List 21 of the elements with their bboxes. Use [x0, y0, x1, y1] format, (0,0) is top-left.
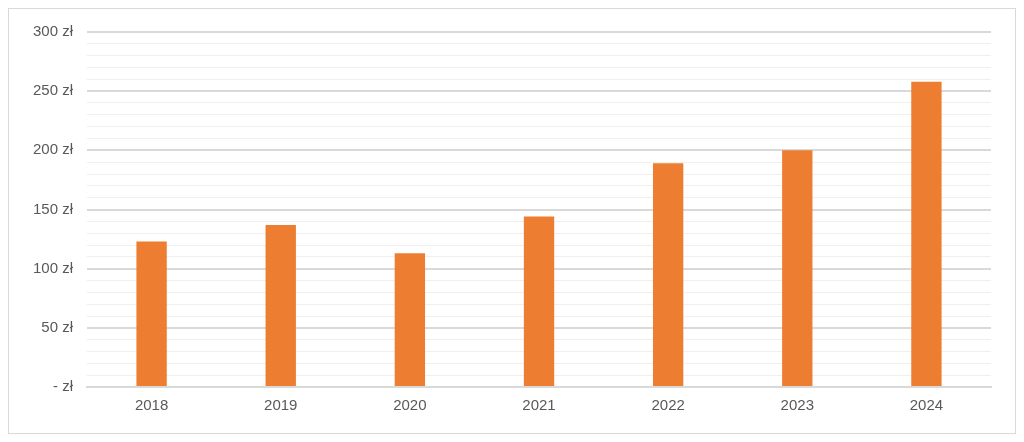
- x-tick-label: 2023: [780, 396, 814, 414]
- y-tick-label: 50 zł: [41, 317, 74, 335]
- x-tick-label: 2020: [393, 396, 427, 414]
- x-tick-label: 2024: [909, 396, 944, 414]
- bar: [911, 81, 942, 386]
- y-tick-label: 300 zł: [33, 22, 74, 40]
- y-tick-label: 250 zł: [33, 81, 74, 99]
- y-tick-label: 150 zł: [33, 199, 74, 217]
- bar: [265, 224, 296, 386]
- x-tick-label: 2019: [264, 396, 298, 414]
- y-tick-label: 100 zł: [33, 258, 74, 276]
- bar: [652, 163, 684, 386]
- x-tick-label: 2021: [522, 396, 556, 414]
- x-tick-label: 2018: [134, 396, 169, 414]
- bar: [523, 216, 555, 386]
- x-tick-label: 2022: [651, 396, 685, 414]
- bar: [136, 241, 167, 386]
- y-tick-label: 200 zł: [33, 140, 74, 158]
- bar: [782, 150, 813, 386]
- bar: [394, 253, 426, 386]
- y-tick-label: - zł: [53, 377, 74, 395]
